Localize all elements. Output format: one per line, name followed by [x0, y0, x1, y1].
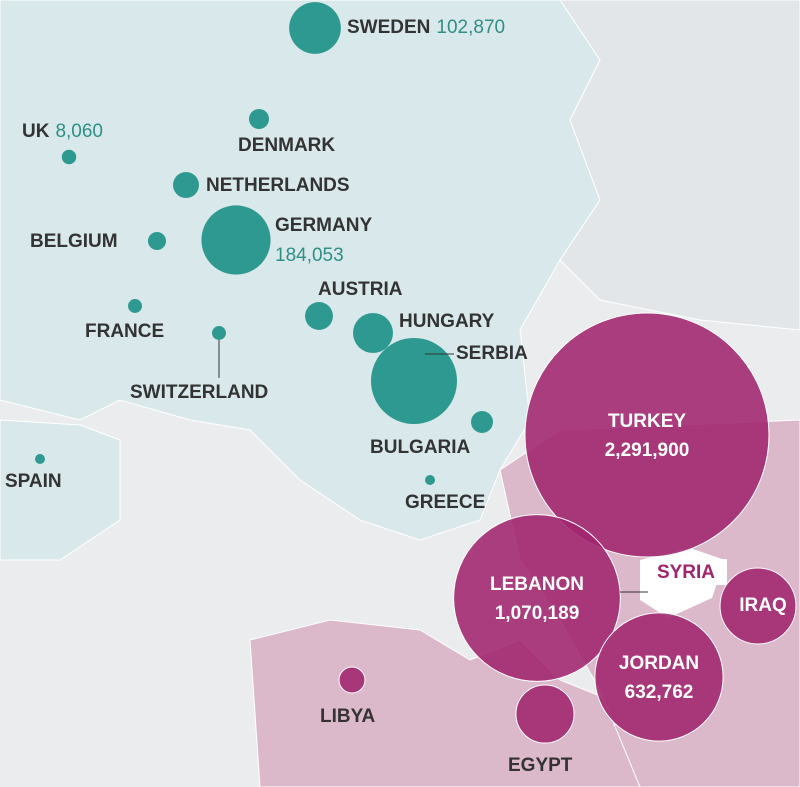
country-label: NETHERLANDS — [206, 175, 350, 196]
country-label: DENMARK — [238, 135, 335, 156]
country-label: HUNGARY — [399, 311, 495, 332]
bubble — [34, 453, 46, 465]
country-label: SPAIN — [5, 471, 62, 492]
country-label: BELGIUM — [30, 231, 118, 252]
country-label: UK — [22, 121, 50, 142]
country-label: GERMANY — [275, 215, 372, 236]
labels: SWEDEN 102,870 UK 8,060 DENMARK NETHERLANDS BE… — [5, 17, 787, 776]
country-label: EGYPT — [508, 755, 573, 776]
bubble — [147, 231, 167, 251]
bubble — [289, 2, 341, 54]
value-label: 184,053 — [275, 245, 344, 266]
country-label: BULGARIA — [370, 437, 471, 458]
bubble — [719, 567, 797, 645]
iberia — [0, 419, 121, 561]
bubble — [248, 108, 270, 130]
country-label: GREECE — [405, 492, 485, 513]
bubble — [353, 313, 393, 353]
country-label: LEBANON — [490, 574, 584, 595]
bubbles — [34, 2, 797, 744]
country-label: TURKEY — [608, 411, 686, 432]
value-label: 1,070,189 — [495, 603, 580, 624]
bubble — [524, 312, 770, 558]
country-label: IRAQ — [739, 595, 787, 616]
bubble — [173, 172, 199, 198]
bubble — [515, 684, 575, 744]
bubble — [471, 411, 493, 433]
value-label: 2,291,900 — [605, 440, 690, 461]
bubble — [128, 299, 142, 313]
value-label: 102,870 — [436, 17, 505, 38]
country-label: JORDAN — [619, 653, 699, 674]
bubble — [594, 612, 724, 742]
bubble — [212, 326, 226, 340]
value-label: 8,060 — [55, 121, 103, 142]
country-label: SERBIA — [456, 343, 528, 364]
bubble — [201, 205, 271, 275]
country-label: FRANCE — [85, 321, 164, 342]
value-label: 632,762 — [625, 682, 694, 703]
country-label: SWEDEN — [347, 17, 430, 38]
country-label: LIBYA — [320, 706, 376, 727]
bubble — [370, 337, 458, 425]
country-label: SYRIA — [657, 562, 715, 583]
bubble — [338, 666, 366, 694]
bubble — [61, 149, 77, 165]
bubble — [424, 474, 436, 486]
bubble — [305, 302, 333, 330]
bubble — [453, 514, 621, 682]
syria-box — [645, 559, 727, 585]
east — [559, 0, 800, 331]
country-label: AUSTRIA — [318, 279, 403, 300]
country-label: SWITZERLAND — [130, 382, 268, 403]
